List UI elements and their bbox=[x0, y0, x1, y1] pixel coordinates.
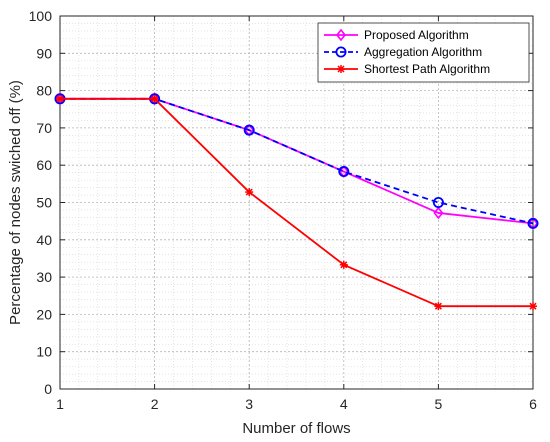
legend-label: Proposed Algorithm bbox=[364, 28, 469, 42]
asterisk-marker bbox=[56, 94, 64, 103]
circle-marker bbox=[243, 124, 255, 136]
legend: Proposed Algorithm Aggregation Algorithm S… bbox=[317, 22, 530, 83]
y-tick-label: 30 bbox=[36, 269, 52, 285]
series-line bbox=[60, 97, 533, 308]
asterisk-marker bbox=[337, 65, 345, 73]
legend-box bbox=[317, 22, 530, 83]
legend-item: Proposed Algorithm bbox=[324, 28, 469, 42]
y-tick-label: 10 bbox=[36, 344, 52, 360]
diamond-marker bbox=[335, 28, 347, 42]
circle-marker bbox=[335, 46, 347, 58]
circle-marker bbox=[338, 166, 350, 178]
legend-label: Shortest Path Algorithm bbox=[364, 62, 490, 76]
y-tick-label: 20 bbox=[36, 306, 52, 322]
x-tick-label: 6 bbox=[529, 396, 537, 412]
asterisk-marker bbox=[339, 260, 348, 269]
y-axis-ticks: 0 10 20 30 40 50 60 70 80 90 100 bbox=[29, 8, 533, 397]
asterisk-marker bbox=[245, 188, 254, 197]
x-tick-label: 2 bbox=[151, 396, 159, 412]
legend-item: Aggregation Algorithm bbox=[324, 45, 482, 59]
x-tick-label: 5 bbox=[435, 396, 443, 412]
asterisk-marker bbox=[434, 302, 443, 311]
x-tick-label: 3 bbox=[245, 396, 253, 412]
circle-marker bbox=[432, 196, 444, 208]
legend-label: Aggregation Algorithm bbox=[364, 45, 482, 59]
y-tick-label: 0 bbox=[44, 381, 52, 397]
y-tick-label: 100 bbox=[29, 8, 53, 24]
minor-grid bbox=[60, 16, 533, 389]
y-tick-label: 50 bbox=[36, 195, 52, 211]
legend-item: Shortest Path Algorithm bbox=[324, 62, 490, 76]
series-aggregation-algorithm bbox=[54, 93, 539, 229]
y-tick-label: 70 bbox=[36, 120, 52, 136]
diamond-marker bbox=[433, 206, 444, 220]
y-tick-label: 80 bbox=[36, 83, 52, 99]
x-axis-label: Number of flows bbox=[242, 420, 350, 437]
x-tick-label: 4 bbox=[340, 396, 348, 412]
series-shortest-path-algorithm bbox=[56, 94, 537, 311]
x-tick-label: 1 bbox=[56, 396, 64, 412]
asterisk-marker bbox=[529, 302, 537, 311]
series-line bbox=[60, 97, 534, 225]
series-layer bbox=[54, 92, 539, 311]
y-tick-label: 40 bbox=[36, 232, 52, 248]
y-tick-label: 90 bbox=[36, 45, 52, 61]
y-axis-label: Percentage of nodes swiched off (%) bbox=[7, 80, 24, 325]
circle-marker bbox=[527, 217, 539, 229]
asterisk-marker bbox=[150, 94, 159, 103]
x-axis-ticks: 1 2 3 4 5 6 bbox=[56, 16, 537, 412]
y-tick-label: 60 bbox=[36, 157, 52, 173]
